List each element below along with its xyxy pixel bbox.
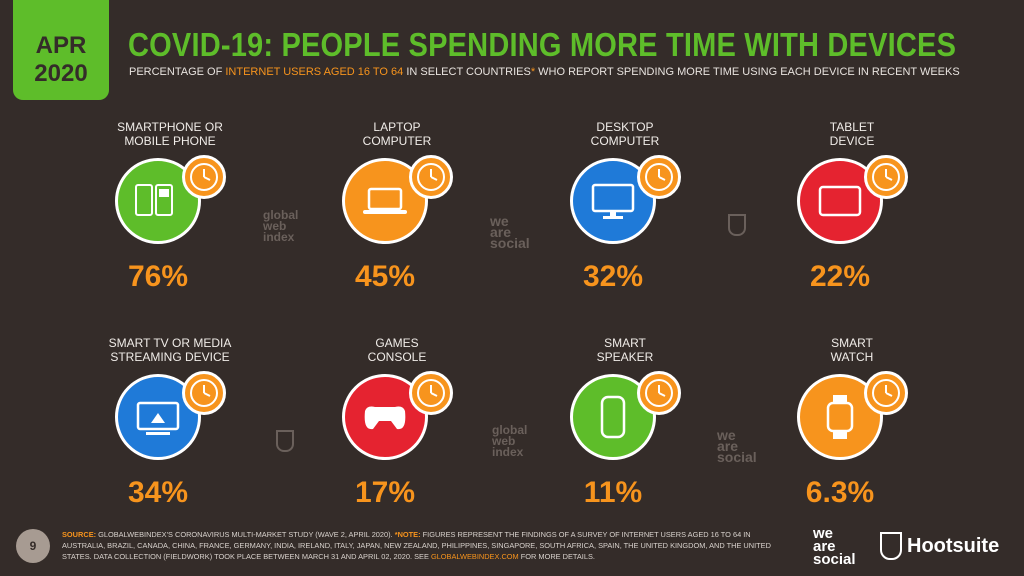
owl-watermark — [276, 430, 294, 452]
device-label: LAPTOP COMPUTER — [362, 120, 432, 148]
device-label: TABLET DEVICE — [829, 120, 875, 148]
device-percentage: 6.3% — [805, 476, 875, 509]
clock-icon — [637, 371, 681, 415]
device-tile: GAMES CONSOLE 17% — [297, 334, 497, 510]
device-tile: TABLET DEVICE 22% — [752, 118, 952, 294]
tv-icon — [136, 401, 180, 435]
subtitle-highlight: INTERNET USERS AGED 16 TO 64 — [225, 66, 404, 78]
clock-icon — [182, 155, 226, 199]
device-circle — [797, 371, 908, 460]
subtitle-text: PERCENTAGE OF — [129, 66, 226, 78]
device-circle — [342, 155, 453, 244]
device-label: GAMES CONSOLE — [367, 336, 427, 364]
clock-icon — [864, 371, 908, 415]
phones-icon — [135, 184, 173, 216]
subtitle-asterisk: * — [530, 66, 536, 78]
page-number: 9 — [16, 529, 50, 563]
desktop-icon — [591, 183, 635, 219]
source-note: SOURCE: GLOBALWEBINDEX'S CORONAVIRUS MUL… — [62, 529, 782, 562]
clock-icon — [409, 371, 453, 415]
page-subtitle: PERCENTAGE OF INTERNET USERS AGED 16 TO … — [129, 66, 960, 79]
device-tile: SMART WATCH 6.3% — [752, 334, 952, 510]
clock-icon — [182, 371, 226, 415]
speaker-icon — [600, 395, 626, 439]
device-tile: LAPTOP COMPUTER 45% — [297, 118, 497, 294]
device-percentage: 17% — [354, 476, 416, 509]
clock-icon — [409, 155, 453, 199]
device-circle — [570, 371, 681, 460]
note-label: *NOTE: — [394, 530, 421, 539]
device-percentage: 32% — [582, 260, 644, 293]
device-label: DESKTOP COMPUTER — [590, 120, 660, 148]
owl-watermark — [728, 214, 746, 236]
hootsuite-wordmark: Hootsuite — [907, 534, 1000, 557]
device-label: SMARTPHONE OR MOBILE PHONE — [117, 120, 223, 148]
device-percentage: 34% — [127, 476, 189, 509]
device-tile: DESKTOP COMPUTER 32% — [525, 118, 725, 294]
source-text: GLOBALWEBINDEX'S CORONAVIRUS MULTI-MARKE… — [96, 530, 395, 539]
gwi-watermark: global web index — [492, 423, 528, 459]
device-tile: SMARTPHONE OR MOBILE PHONE 76% — [70, 118, 270, 294]
gamepad-icon — [364, 406, 406, 430]
ws-watermark: we are social — [490, 213, 530, 251]
owl-icon — [880, 532, 902, 560]
device-label: SMART TV OR MEDIA STREAMING DEVICE — [108, 336, 232, 364]
device-circle — [115, 155, 226, 244]
laptop-icon — [363, 187, 407, 214]
note-end: FOR MORE DETAILS. — [518, 552, 595, 561]
watch-icon — [826, 395, 854, 439]
clock-icon — [864, 155, 908, 199]
subtitle-text: WHO REPORT SPENDING MORE TIME USING EACH… — [535, 66, 960, 78]
device-circle — [115, 371, 226, 460]
source-label: SOURCE: — [62, 530, 97, 539]
hootsuite-logo: Hootsuite — [880, 532, 999, 560]
device-circle — [797, 155, 908, 244]
device-percentage: 22% — [809, 260, 871, 293]
device-tile: SMART SPEAKER 11% — [525, 334, 725, 510]
device-circle — [342, 371, 453, 460]
device-circle — [570, 155, 681, 244]
device-percentage: 76% — [127, 260, 189, 293]
device-label: SMART WATCH — [830, 336, 874, 364]
tablet-icon — [818, 185, 862, 217]
we-are-social-logo: we are social — [813, 525, 856, 568]
device-tile: SMART TV OR MEDIA STREAMING DEVICE 34% — [70, 334, 270, 510]
device-label: SMART SPEAKER — [596, 336, 654, 364]
date-badge: APR 2020 — [13, 0, 109, 100]
page-title: COVID-19: PEOPLE SPENDING MORE TIME WITH… — [128, 26, 957, 63]
ws-watermark: we are social — [717, 427, 757, 465]
date-month: APR — [35, 32, 87, 59]
clock-icon — [637, 155, 681, 199]
device-percentage: 11% — [583, 476, 643, 509]
gwi-link[interactable]: GLOBALWEBINDEX.COM — [430, 552, 519, 561]
subtitle-text: IN SELECT COUNTRIES — [403, 66, 531, 78]
date-year: 2020 — [34, 60, 88, 87]
gwi-watermark: global web index — [263, 208, 299, 244]
device-percentage: 45% — [354, 260, 416, 293]
note-text: FIGURES REPRESENT THE FINDINGS OF A SURV… — [62, 530, 771, 561]
